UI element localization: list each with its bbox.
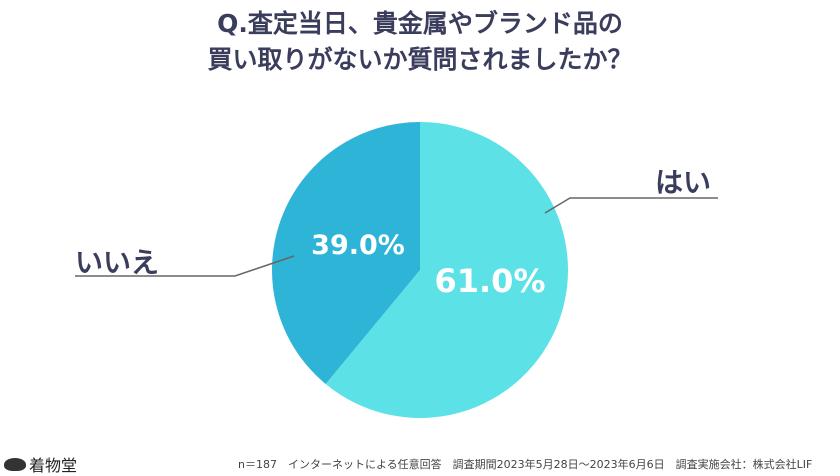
leader-line xyxy=(75,255,295,277)
pie-slice-yes xyxy=(325,122,568,418)
logo-mark-icon xyxy=(4,457,26,471)
slice-name-label: はい xyxy=(655,166,711,199)
slice-name-label: いいえ xyxy=(75,246,159,279)
title-line-1: Q.査定当日、貴金属やブランド品の xyxy=(217,9,623,38)
leader-line xyxy=(544,197,718,214)
title-line-2: 買い取りがないか質問されましたか？ xyxy=(207,45,633,74)
logo: 着物堂 xyxy=(4,452,77,476)
data-label: 39.0% xyxy=(311,230,405,261)
chart-title: Q.査定当日、貴金属やブランド品の 買い取りがないか質問されましたか？ xyxy=(0,6,840,78)
data-label: 61.0% xyxy=(434,262,545,300)
pie-slice-no xyxy=(272,122,420,385)
logo-text: 着物堂 xyxy=(29,456,78,475)
survey-footnote: n＝187 インターネットによる任意回答 調査期間2023年5月28日～2023… xyxy=(238,458,813,471)
